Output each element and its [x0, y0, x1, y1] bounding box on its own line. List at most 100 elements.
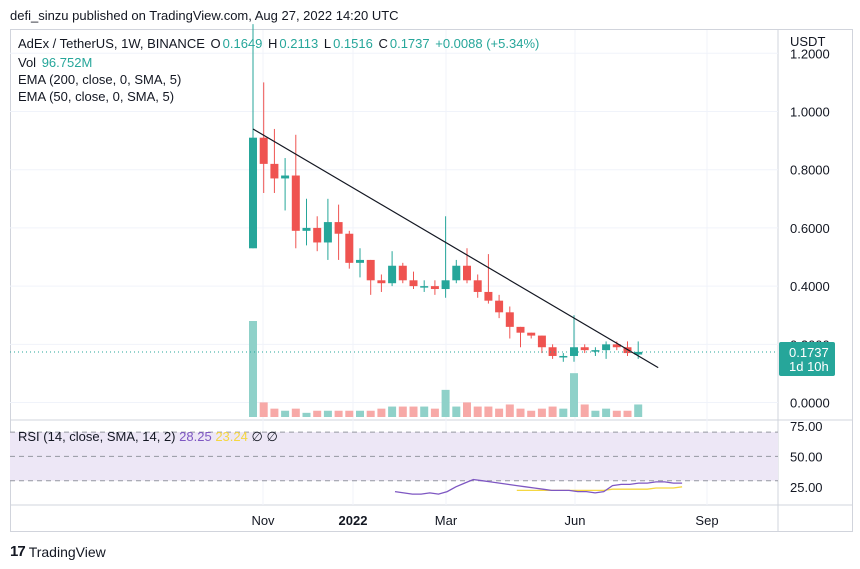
- volume-bar: [537, 408, 546, 417]
- rsi-tick-label: 25.00: [790, 480, 823, 495]
- volume-bar: [591, 410, 600, 417]
- volume-bar: [430, 408, 439, 417]
- volume-bar: [484, 406, 493, 417]
- rsi-extra-2: ∅: [266, 429, 278, 444]
- high-value: 0.2113: [279, 36, 319, 51]
- change-value: +0.0088 (+5.34%): [435, 36, 540, 51]
- candle-body: [334, 222, 343, 234]
- candle-body: [281, 175, 290, 179]
- candle-body: [398, 265, 407, 281]
- candle-body: [463, 265, 471, 281]
- tradingview-logo-icon: 17: [10, 543, 26, 560]
- candle-body: [345, 233, 354, 263]
- candle-body: [409, 280, 418, 287]
- candle-body: [473, 280, 482, 292]
- candle-body: [548, 347, 557, 356]
- volume-bar: [302, 412, 311, 417]
- low-value: 0.1516: [333, 36, 373, 51]
- volume-bar: [377, 408, 386, 417]
- volume-bar: [334, 410, 343, 417]
- candle-body: [430, 286, 439, 290]
- rsi-label: RSI (14, close, SMA, 14, 2): [18, 429, 176, 444]
- ema50-legend[interactable]: EMA (50, close, 0, SMA, 5): [18, 89, 175, 104]
- volume-legend[interactable]: Vol 96.752M: [18, 55, 94, 70]
- open-label: O: [210, 36, 221, 51]
- candle-body: [559, 355, 568, 358]
- candle-body: [249, 137, 257, 249]
- volume-bar: [345, 410, 354, 417]
- volume-bar: [441, 389, 450, 417]
- volume-bar: [505, 404, 514, 417]
- ema200-legend[interactable]: EMA (200, close, 0, SMA, 5): [18, 72, 182, 87]
- candle-body: [420, 286, 429, 288]
- rsi-legend[interactable]: RSI (14, close, SMA, 14, 2) 28.25 23.24 …: [18, 429, 278, 445]
- rsi-extra-1: ∅: [251, 429, 263, 444]
- volume-bar: [452, 406, 461, 417]
- candle-body: [612, 344, 621, 348]
- candle-body: [634, 351, 643, 355]
- candle-body: [537, 335, 546, 348]
- candle-body: [259, 137, 268, 164]
- candle-body: [388, 265, 397, 284]
- bar-countdown-label: 1d 10h: [789, 359, 829, 374]
- volume-bar: [409, 406, 418, 417]
- trendline: [252, 128, 659, 369]
- tradingview-footer[interactable]: 17 TradingView: [10, 543, 106, 560]
- candle-body: [505, 312, 514, 327]
- publisher-header: defi_sinzu published on TradingView.com,…: [10, 8, 399, 23]
- low-label: L: [323, 36, 332, 51]
- volume-bar: [559, 408, 568, 417]
- current-price-label: 0.1737: [789, 345, 829, 360]
- volume-bar: [580, 404, 589, 417]
- close-label: C: [378, 36, 388, 51]
- rsi-sma-value: 23.24: [215, 429, 248, 444]
- volume-bar: [249, 321, 257, 417]
- price-tick-label: 1.2000: [790, 46, 830, 61]
- volume-value: 96.752M: [41, 55, 93, 70]
- volume-bar: [291, 408, 300, 417]
- price-tick-label: 0.4000: [790, 279, 830, 294]
- volume-bar: [313, 410, 322, 417]
- volume-bar: [612, 410, 621, 417]
- candle-body: [495, 300, 504, 313]
- volume-bar: [281, 410, 290, 417]
- candle-body: [323, 222, 332, 243]
- current-price-badge: [779, 341, 835, 376]
- volume-bar: [570, 373, 578, 417]
- candle-body: [602, 344, 611, 351]
- candle-body: [313, 227, 322, 243]
- candle-body: [591, 350, 600, 352]
- volume-bar: [516, 408, 525, 417]
- volume-bar: [634, 404, 643, 417]
- candle-body: [484, 291, 493, 301]
- candle-body: [291, 175, 300, 231]
- time-tick-label: Jun: [565, 513, 586, 528]
- chart-frame: [10, 29, 853, 532]
- candle-body: [366, 259, 375, 281]
- volume-bar: [356, 410, 364, 417]
- rsi-tick-label: 50.00: [790, 449, 823, 464]
- volume-bar: [366, 410, 375, 417]
- tradingview-brand: TradingView: [28, 543, 106, 560]
- volume-bar: [473, 406, 482, 417]
- price-tick-label: 0.0000: [790, 396, 830, 411]
- volume-bar: [548, 406, 557, 417]
- volume-bar: [623, 410, 632, 417]
- volume-bar: [495, 408, 504, 417]
- volume-bar: [602, 408, 611, 417]
- candle-body: [527, 332, 536, 336]
- open-value: 0.1649: [222, 36, 263, 51]
- volume-bar: [388, 406, 397, 417]
- rsi-value: 28.25: [179, 429, 212, 444]
- volume-bar: [323, 410, 332, 417]
- high-label: H: [268, 36, 278, 51]
- volume-bar: [270, 408, 279, 417]
- volume-bar: [398, 406, 407, 417]
- rsi-sma-line: [516, 486, 683, 492]
- candle-body: [516, 326, 525, 333]
- time-tick-label: Nov: [251, 513, 275, 528]
- close-value: 0.1737: [389, 36, 430, 51]
- volume-bar: [420, 406, 429, 417]
- price-tick-label: 1.0000: [790, 104, 830, 119]
- symbol-label[interactable]: AdEx / TetherUS, 1W, BINANCE: [18, 36, 205, 51]
